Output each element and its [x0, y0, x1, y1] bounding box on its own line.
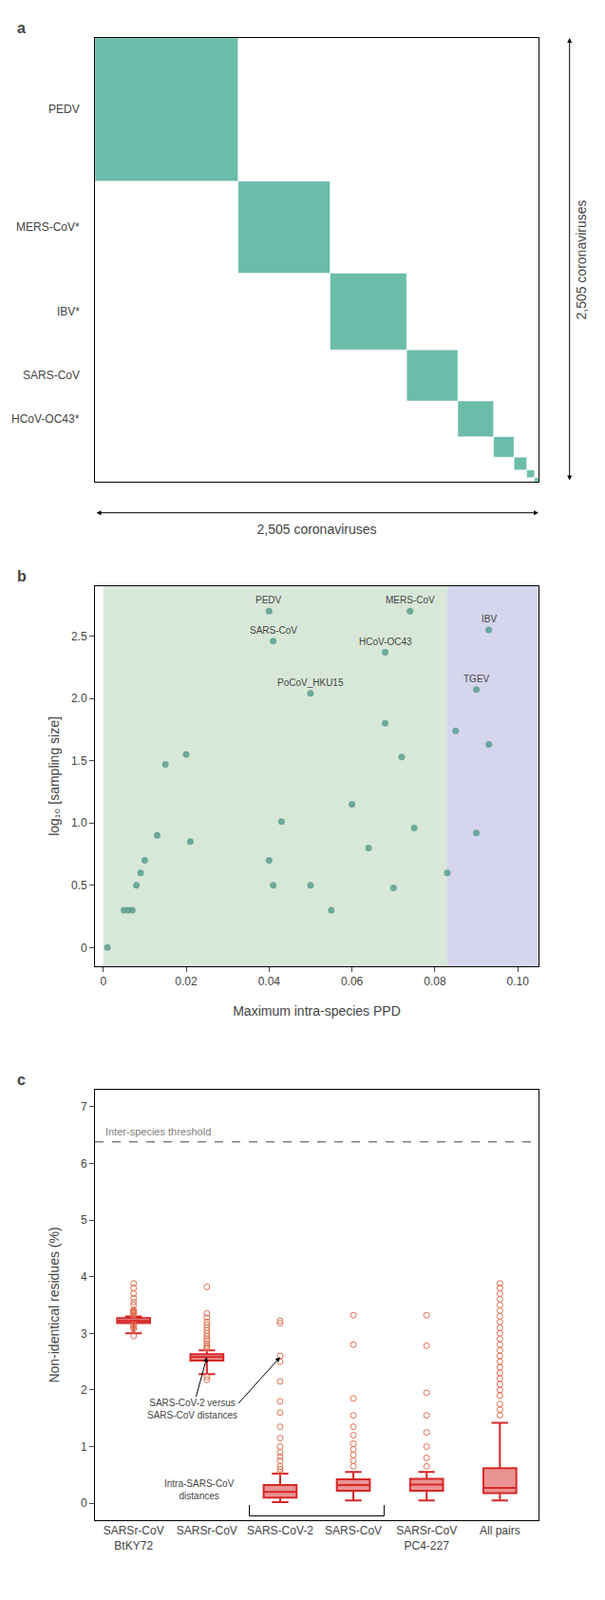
svg-text:SARS-CoV-2: SARS-CoV-2 [246, 1523, 314, 1537]
svg-text:All pairs: All pairs [479, 1523, 521, 1537]
svg-text:0.04: 0.04 [258, 974, 282, 988]
svg-text:c: c [17, 1071, 26, 1088]
svg-text:5: 5 [80, 1212, 88, 1227]
svg-text:PoCoV_HKU15: PoCoV_HKU15 [277, 677, 344, 688]
svg-text:IBV: IBV [481, 613, 497, 624]
svg-text:SARSr-CoVBtKY72: SARSr-CoVBtKY72 [103, 1523, 165, 1552]
svg-text:1: 1 [80, 1439, 88, 1454]
svg-text:SARSr-CoVPC4-227: SARSr-CoVPC4-227 [396, 1523, 457, 1552]
svg-text:2.5: 2.5 [71, 629, 88, 643]
svg-text:1.0: 1.0 [71, 815, 88, 830]
svg-text:7: 7 [80, 1099, 88, 1114]
svg-text:2: 2 [80, 1382, 88, 1397]
svg-text:b: b [17, 567, 27, 585]
svg-text:Non-identical residues (%): Non-identical residues (%) [46, 1226, 62, 1382]
svg-text:0: 0 [80, 1495, 88, 1510]
svg-text:SARS-CoV: SARS-CoV [249, 624, 298, 636]
svg-text:PEDV: PEDV [255, 594, 283, 605]
svg-text:HCoV-OC43*: HCoV-OC43* [11, 412, 80, 426]
svg-text:0.02: 0.02 [174, 974, 198, 988]
svg-text:0.5: 0.5 [71, 878, 88, 892]
svg-text:SARS-CoV: SARS-CoV [324, 1523, 382, 1537]
svg-text:MERS-CoV: MERS-CoV [385, 594, 435, 605]
svg-text:6: 6 [80, 1156, 88, 1171]
svg-text:TGEV: TGEV [463, 673, 491, 684]
svg-text:SARS-CoV: SARS-CoV [22, 368, 80, 382]
svg-text:1.5: 1.5 [71, 754, 88, 768]
svg-text:IBV*: IBV* [56, 304, 80, 319]
svg-text:Intra-SARS-CoVdistances: Intra-SARS-CoVdistances [164, 1477, 235, 1501]
svg-text:2,505 coronaviruses: 2,505 coronaviruses [256, 521, 377, 537]
svg-text:0: 0 [80, 941, 88, 955]
svg-text:0.06: 0.06 [340, 974, 364, 988]
svg-text:0.10: 0.10 [507, 974, 530, 988]
svg-text:3: 3 [80, 1326, 88, 1341]
svg-text:Inter-species threshold: Inter-species threshold [105, 1125, 211, 1137]
svg-text:log₁₀ [sampling size]: log₁₀ [sampling size] [46, 716, 62, 836]
svg-text:0.08: 0.08 [423, 974, 447, 988]
svg-text:HCoV-OC43: HCoV-OC43 [359, 636, 413, 647]
svg-text:SARSr-CoV: SARSr-CoV [176, 1523, 238, 1537]
svg-text:Maximum intra-species PPD: Maximum intra-species PPD [232, 1002, 401, 1019]
svg-text:2,505 coronaviruses: 2,505 coronaviruses [573, 199, 589, 320]
svg-text:PEDV: PEDV [48, 102, 80, 116]
svg-text:a: a [17, 19, 26, 37]
svg-text:0: 0 [99, 974, 107, 988]
svg-text:2.0: 2.0 [71, 691, 88, 705]
svg-text:MERS-CoV*: MERS-CoV* [16, 220, 80, 234]
svg-text:4: 4 [80, 1269, 88, 1284]
svg-text:SARS-CoV-2 versusSARS-CoV dist: SARS-CoV-2 versusSARS-CoV distances [147, 1397, 238, 1420]
